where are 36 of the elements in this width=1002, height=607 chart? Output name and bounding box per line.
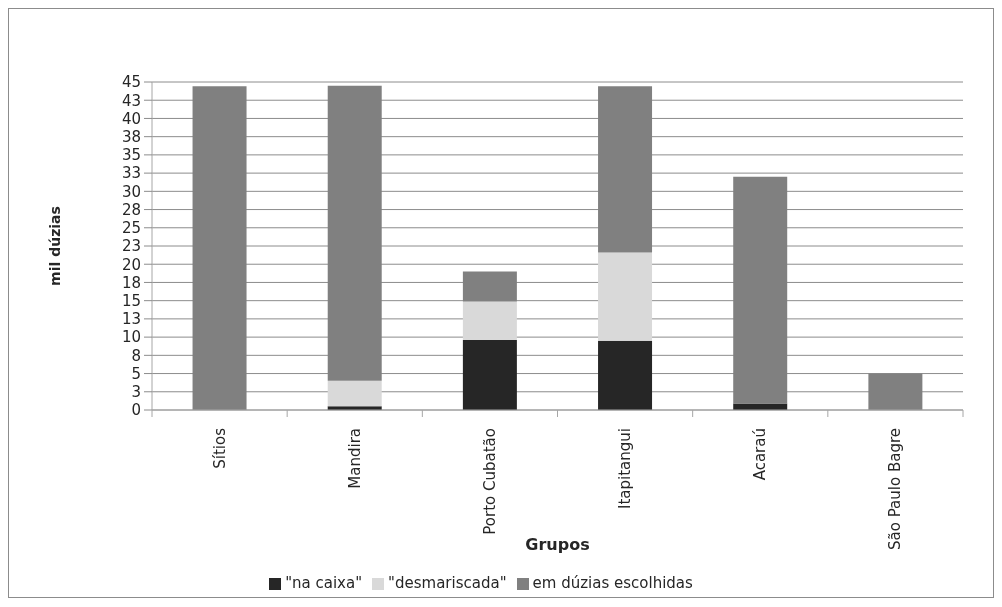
- y-tick-label: 38: [121, 127, 141, 146]
- x-tick-label: Mandira: [345, 428, 364, 489]
- y-tick-label: 33: [121, 164, 141, 183]
- y-tick-label: 40: [121, 109, 141, 128]
- y-tick-label: 10: [121, 328, 141, 347]
- y-axis-title: mil dúzias: [47, 206, 63, 286]
- y-tick-label: 43: [121, 91, 141, 110]
- y-tick-label: 30: [121, 182, 141, 201]
- y-tick-label: 25: [121, 219, 141, 238]
- bar: [462, 301, 517, 341]
- x-tick-label: Sítios: [210, 427, 229, 469]
- legend-label: "desmariscada": [388, 574, 507, 592]
- x-tick-label: São Paulo Bagre: [886, 428, 905, 550]
- bar: [462, 340, 517, 410]
- bar: [733, 403, 788, 410]
- y-tick-label: 35: [121, 146, 141, 165]
- x-tick-label: Porto Cubatão: [480, 428, 499, 535]
- bar: [327, 380, 382, 407]
- y-tick-label: 28: [121, 200, 141, 219]
- y-tick-label: 5: [131, 364, 141, 383]
- bar: [598, 340, 653, 410]
- y-tick-label: 3: [131, 383, 141, 402]
- y-tick-label: 20: [121, 255, 141, 274]
- y-tick-label: 13: [121, 310, 141, 329]
- y-tick-label: 0: [131, 401, 141, 420]
- y-tick-label: 15: [121, 291, 141, 310]
- y-tick-label: 23: [121, 237, 141, 256]
- legend-label: "na caixa": [285, 574, 363, 592]
- x-axis-title: Grupos: [525, 535, 590, 554]
- y-tick-label: 45: [121, 73, 141, 92]
- x-tick-label: Itapitangui: [616, 428, 635, 509]
- y-tick-label: 18: [121, 273, 141, 292]
- y-tick-label: 8: [131, 346, 141, 365]
- x-tick-label: Acaraú: [751, 428, 770, 481]
- legend-label: em dúzias escolhidas: [532, 574, 693, 592]
- bar: [598, 252, 653, 341]
